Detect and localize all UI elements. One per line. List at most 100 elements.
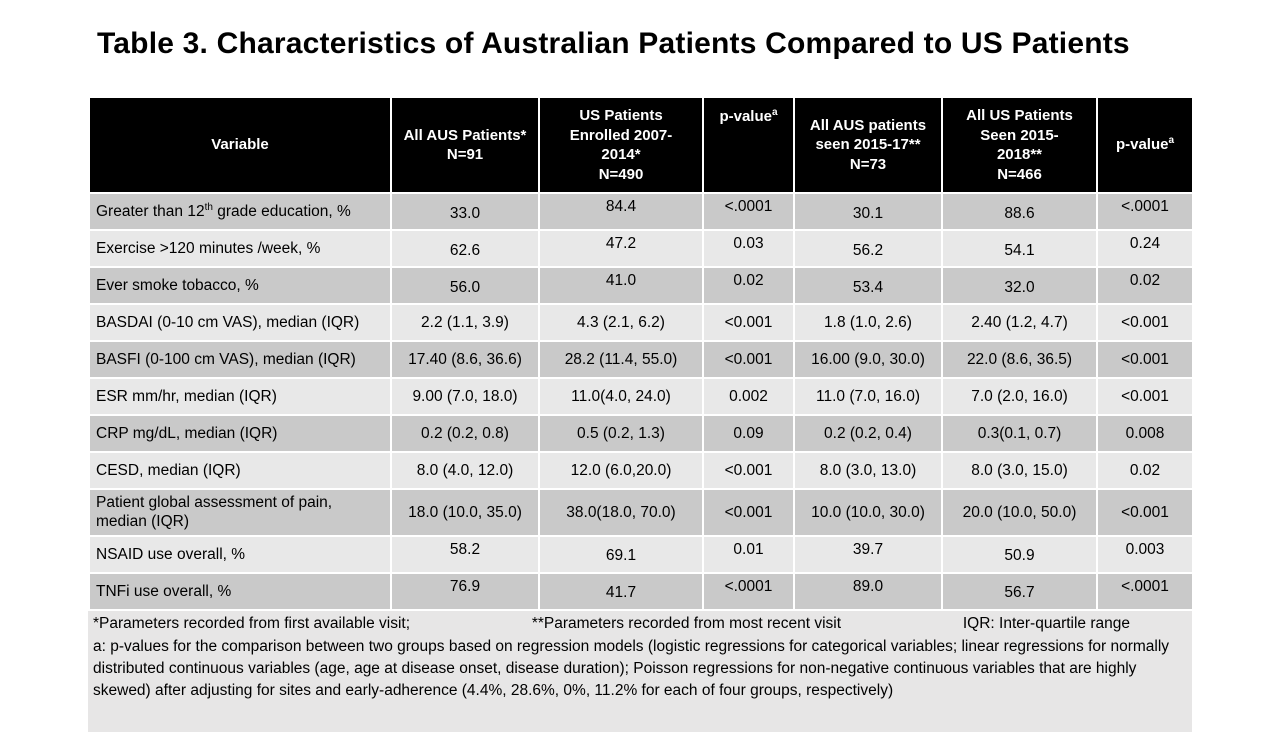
cell-value: 69.1 [538, 534, 704, 574]
cell-value: 0.24 [1096, 229, 1194, 268]
footnote-iqr: IQR: Inter-quartile range [962, 614, 1130, 632]
cell-value: 7.0 (2.0, 16.0) [941, 377, 1098, 416]
column-header-aus-patients-2015-17: All AUS patients seen 2015-17** N=73 [793, 96, 943, 194]
cell-value: <0.001 [702, 488, 795, 537]
cell-value: 76.9 [390, 571, 540, 611]
cell-value: <0.001 [1096, 340, 1194, 379]
cell-value: <0.001 [702, 451, 795, 490]
cell-value: 8.0 (3.0, 13.0) [793, 451, 943, 490]
page-title: Table 3. Characteristics of Australian P… [97, 27, 1130, 60]
cell-value: 2.2 (1.1, 3.9) [390, 303, 540, 342]
table-row: BASDAI (0-10 cm VAS), median (IQR) 2.2 (… [88, 303, 1194, 342]
superscript-th: th [204, 201, 213, 213]
cell-value: 0.02 [1096, 451, 1194, 490]
cell-value: 0.2 (0.2, 0.4) [793, 414, 943, 453]
row-label: Exercise >120 minutes /week, % [88, 229, 392, 268]
column-header-all-aus-patients: All AUS Patients* N=91 [390, 96, 540, 194]
cell-value: 56.7 [941, 571, 1098, 611]
table-row: ESR mm/hr, median (IQR) 9.00 (7.0, 18.0)… [88, 377, 1194, 416]
cell-value: 18.0 (10.0, 35.0) [390, 488, 540, 537]
cell-value: 38.0(18.0, 70.0) [538, 488, 704, 537]
cell-value: 56.0 [390, 266, 540, 305]
table-row: Greater than 12th grade education, % 33.… [88, 192, 1194, 231]
table-container: Variable All AUS Patients* N=91 US Patie… [88, 96, 1194, 732]
cell-value: 8.0 (3.0, 15.0) [941, 451, 1098, 490]
cell-value: 47.2 [538, 229, 704, 268]
cell-value: 11.0(4.0, 24.0) [538, 377, 704, 416]
cell-value: 8.0 (4.0, 12.0) [390, 451, 540, 490]
table-row: CRP mg/dL, median (IQR) 0.2 (0.2, 0.8) 0… [88, 414, 1194, 453]
row-label: BASDAI (0-10 cm VAS), median (IQR) [88, 303, 392, 342]
table-row: CESD, median (IQR) 8.0 (4.0, 12.0) 12.0 … [88, 451, 1194, 490]
p-value-label: p-value [719, 108, 772, 125]
cell-value: 0.02 [702, 266, 795, 305]
row-label: CESD, median (IQR) [88, 451, 392, 490]
table-footnotes: *Parameters recorded from first availabl… [88, 610, 1192, 732]
cell-value: 50.9 [941, 534, 1098, 574]
cell-value: 10.0 (10.0, 30.0) [793, 488, 943, 537]
cell-value: <.0001 [702, 192, 795, 231]
cell-value: 33.0 [390, 192, 540, 231]
row-label: Greater than 12th grade education, % [88, 192, 392, 231]
cell-value: 0.002 [702, 377, 795, 416]
table-row: Exercise >120 minutes /week, % 62.6 47.2… [88, 229, 1194, 268]
cell-value: 54.1 [941, 229, 1098, 268]
cell-value: 0.008 [1096, 414, 1194, 453]
cell-value: 28.2 (11.4, 55.0) [538, 340, 704, 379]
cell-value: 20.0 (10.0, 50.0) [941, 488, 1098, 537]
cell-value: 0.3(0.1, 0.7) [941, 414, 1098, 453]
table-row: NSAID use overall, % 58.2 69.1 0.01 39.7… [88, 534, 1194, 574]
cell-value: <.0001 [1096, 571, 1194, 611]
cell-value: 41.0 [538, 266, 704, 305]
row-label: Ever smoke tobacco, % [88, 266, 392, 305]
cell-value: 84.4 [538, 192, 704, 231]
column-header-us-patients-enrolled: US Patients Enrolled 2007- 2014* N=490 [538, 96, 704, 194]
cell-value: 12.0 (6.0,20.0) [538, 451, 704, 490]
row-label-text: grade education, % [212, 202, 351, 220]
cell-value: 0.09 [702, 414, 795, 453]
cell-value: 0.003 [1096, 534, 1194, 574]
cell-value: 9.00 (7.0, 18.0) [390, 377, 540, 416]
table-row: BASFI (0-100 cm VAS), median (IQR) 17.40… [88, 340, 1194, 379]
column-header-variable: Variable [88, 96, 392, 194]
superscript-a-icon: a [1168, 135, 1175, 147]
cell-value: 4.3 (2.1, 6.2) [538, 303, 704, 342]
column-header-us-patients-2015-2018: All US Patients Seen 2015- 2018** N=466 [941, 96, 1098, 194]
cell-value: 16.00 (9.0, 30.0) [793, 340, 943, 379]
table-row: Patient global assessment of pain, media… [88, 488, 1194, 537]
cell-value: 2.40 (1.2, 4.7) [941, 303, 1098, 342]
cell-value: <0.001 [1096, 488, 1194, 537]
cell-value: 39.7 [793, 534, 943, 574]
cell-value: 30.1 [793, 192, 943, 231]
footnote-recent-visit: **Parameters recorded from most recent v… [531, 614, 842, 632]
cell-value: 1.8 (1.0, 2.6) [793, 303, 943, 342]
table-row: TNFi use overall, % 76.9 41.7 <.0001 89.… [88, 571, 1194, 611]
cell-value: <0.001 [1096, 377, 1194, 416]
footnote-line-1: *Parameters recorded from first availabl… [93, 615, 1186, 633]
cell-value: 62.6 [390, 229, 540, 268]
row-label-text: Greater than 12 [96, 202, 205, 220]
cell-value: 0.01 [702, 534, 795, 574]
row-label: NSAID use overall, % [88, 534, 392, 574]
characteristics-table: Variable All AUS Patients* N=91 US Patie… [88, 96, 1194, 611]
column-header-p-value-2: p-valuea [1096, 96, 1194, 194]
footnote-first-visit: *Parameters recorded from first availabl… [93, 614, 411, 632]
cell-value: 32.0 [941, 266, 1098, 305]
cell-value: 0.5 (0.2, 1.3) [538, 414, 704, 453]
cell-value: 88.6 [941, 192, 1098, 231]
cell-value: 58.2 [390, 534, 540, 574]
cell-value: 17.40 (8.6, 36.6) [390, 340, 540, 379]
cell-value: 0.2 (0.2, 0.8) [390, 414, 540, 453]
column-header-p-value-1: p-valuea [702, 96, 795, 194]
table-row: Ever smoke tobacco, % 56.0 41.0 0.02 53.… [88, 266, 1194, 305]
cell-value: <.0001 [1096, 192, 1194, 231]
p-value-label: p-value [1115, 136, 1169, 154]
cell-value: 22.0 (8.6, 36.5) [941, 340, 1098, 379]
cell-value: 89.0 [793, 571, 943, 611]
cell-value: 56.2 [793, 229, 943, 268]
cell-value: <0.001 [702, 340, 795, 379]
cell-value: 53.4 [793, 266, 943, 305]
footnote-a: a: p-values for the comparison between t… [93, 637, 1170, 699]
row-label: BASFI (0-100 cm VAS), median (IQR) [88, 340, 392, 379]
cell-value: 11.0 (7.0, 16.0) [793, 377, 943, 416]
